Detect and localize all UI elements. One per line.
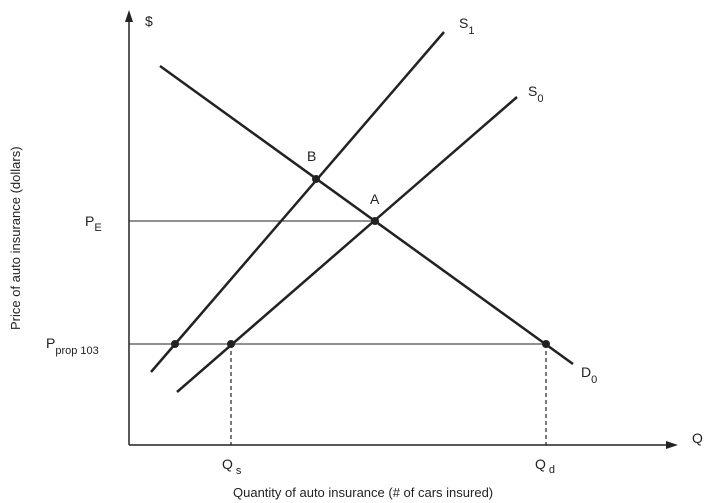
qs-marker bbox=[227, 340, 235, 348]
s1-label: S1 bbox=[459, 15, 474, 37]
pprop-label: Pprop 103 bbox=[46, 335, 99, 357]
d0-label: D0 bbox=[581, 364, 597, 386]
qd-marker bbox=[542, 340, 550, 348]
x-axis-arrow bbox=[666, 441, 678, 449]
s1-pprop-marker bbox=[171, 340, 179, 348]
y-axis-symbol: $ bbox=[145, 13, 153, 29]
x-axis-title: Quantity of auto insurance (# of cars in… bbox=[233, 485, 493, 500]
demand-curve-d0 bbox=[159, 64, 574, 366]
s0-label: S0 bbox=[528, 83, 543, 105]
y-axis-title: Price of auto insurance (dollars) bbox=[8, 146, 23, 330]
y-axis-arrow bbox=[125, 10, 133, 22]
pe-label: PE bbox=[85, 213, 102, 234]
x-axis-symbol: Q bbox=[692, 430, 703, 446]
point-b-marker bbox=[312, 175, 320, 183]
point-a-marker bbox=[371, 217, 379, 225]
supply-curve-s1 bbox=[150, 31, 445, 373]
point-b-label: B bbox=[307, 148, 316, 164]
point-a-label: A bbox=[370, 191, 380, 207]
supply-curve-s0 bbox=[176, 96, 518, 393]
